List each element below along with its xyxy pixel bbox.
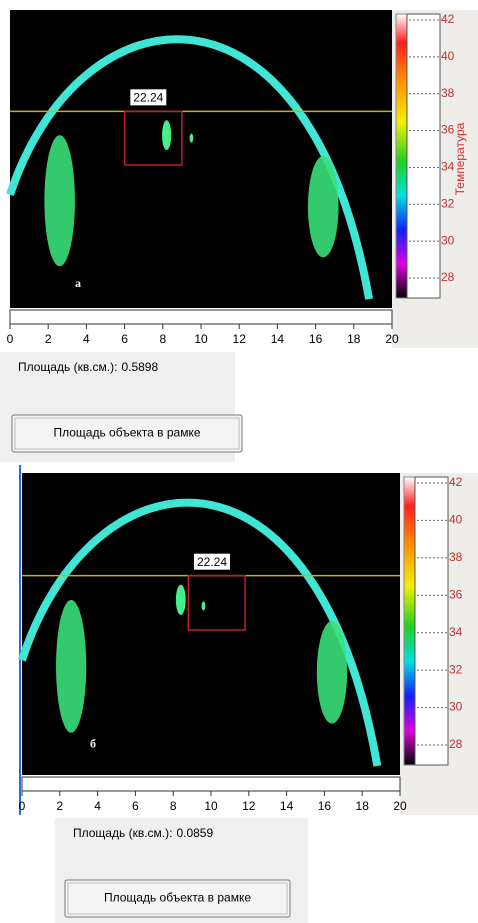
hot-area	[316, 620, 348, 724]
scale-label: 32	[441, 196, 455, 210]
x-tick-label: 8	[159, 332, 166, 346]
x-tick-label: 20	[385, 332, 399, 346]
scale-label: 34	[449, 625, 463, 639]
scale-label: 42	[449, 475, 463, 489]
scale-label: 36	[449, 587, 463, 601]
x-tick-label: 8	[170, 799, 177, 813]
x-tick-label: 20	[393, 799, 407, 813]
x-tick-label: 0	[19, 799, 26, 813]
color-bar	[395, 13, 408, 299]
x-tick-label: 14	[271, 332, 285, 346]
scale-label: 28	[449, 737, 463, 751]
area-value: 0.5898	[121, 360, 158, 374]
scale-frame	[414, 476, 449, 766]
x-tick-label: 2	[56, 799, 63, 813]
hot-spot	[175, 584, 186, 615]
hot-area	[44, 135, 75, 267]
x-tick-label: 16	[309, 332, 323, 346]
marker-label: 22.24	[133, 90, 163, 104]
scale-label: 30	[441, 233, 455, 247]
area-button[interactable]	[11, 414, 243, 453]
x-tick-label: 10	[204, 799, 218, 813]
x-tick-label: 12	[242, 799, 256, 813]
marker-label-bg	[193, 553, 230, 570]
hot-spot	[201, 601, 206, 611]
x-tick-label: 16	[318, 799, 332, 813]
area-button-label[interactable]: Площадь объекта в рамке	[104, 891, 251, 905]
scale-label: 38	[441, 86, 455, 100]
x-tick-label: 12	[233, 332, 247, 346]
selection-frame	[123, 110, 183, 166]
x-tick-label: 10	[194, 332, 208, 346]
ruler	[9, 309, 393, 325]
scale-label: 34	[441, 160, 455, 174]
area-label: Площадь (кв.см.):	[73, 826, 172, 840]
x-tick-label: 14	[280, 799, 294, 813]
x-tick-label: 6	[121, 332, 128, 346]
area-value: 0.0859	[176, 826, 213, 840]
x-tick-label: 2	[45, 332, 52, 346]
scale-label: 36	[441, 123, 455, 137]
hot-spot	[162, 120, 172, 151]
scale-frame	[406, 13, 441, 299]
scale-label: 42	[441, 12, 455, 26]
x-tick-label: 0	[7, 332, 14, 346]
marker-label-bg	[130, 89, 167, 106]
scale-title: Температура	[453, 122, 467, 195]
scale-label: 30	[449, 700, 463, 714]
ruler	[21, 776, 401, 792]
scale-label: 28	[441, 270, 455, 284]
scale-label: 40	[441, 49, 455, 63]
area-button-inner	[14, 417, 240, 450]
area-readout: Площадь (кв.см.): 0.5898	[18, 360, 158, 374]
panel-letter: а	[75, 276, 81, 290]
panel-letter: б	[90, 737, 96, 751]
x-tick-label: 4	[83, 332, 90, 346]
area-readout: Площадь (кв.см.): 0.0859	[73, 826, 213, 840]
x-tick-label: 18	[347, 332, 361, 346]
marker-label: 22.24	[197, 555, 227, 569]
x-tick-label: 4	[94, 799, 101, 813]
hot-area	[56, 599, 87, 733]
scale-label: 32	[449, 662, 463, 676]
area-button-inner	[67, 882, 288, 915]
scale-label: 40	[449, 513, 463, 527]
scale-label: 38	[449, 550, 463, 564]
hot-area	[307, 156, 339, 258]
x-tick-label: 6	[132, 799, 139, 813]
area-label: Площадь (кв.см.):	[18, 360, 117, 374]
selection-frame	[187, 574, 246, 631]
color-bar	[403, 476, 416, 766]
area-button[interactable]	[64, 879, 291, 918]
area-button-label[interactable]: Площадь объекта в рамке	[53, 426, 200, 440]
hot-spot	[189, 133, 194, 143]
x-tick-label: 18	[356, 799, 370, 813]
